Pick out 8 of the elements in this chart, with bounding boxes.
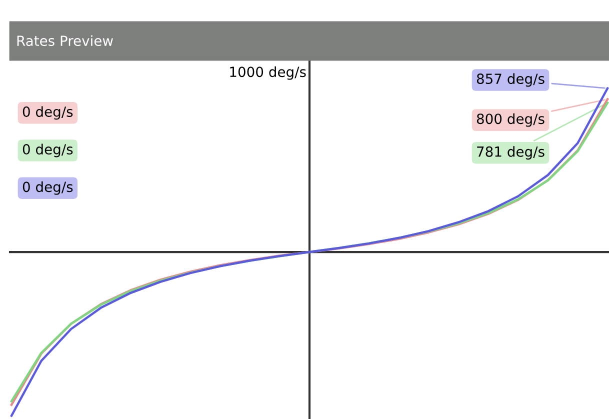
chart-title: Rates Preview xyxy=(17,35,113,46)
annotation: 0 deg/s xyxy=(22,181,73,195)
data-label: 857 deg/s xyxy=(476,73,544,87)
annotation: 0 deg/s xyxy=(22,144,73,158)
data-label: 781 deg/s xyxy=(477,146,544,160)
text: 1000 deg/s xyxy=(230,66,306,80)
annotation: 0 deg/s xyxy=(22,106,73,120)
data-label: 800 deg/s xyxy=(476,113,544,127)
